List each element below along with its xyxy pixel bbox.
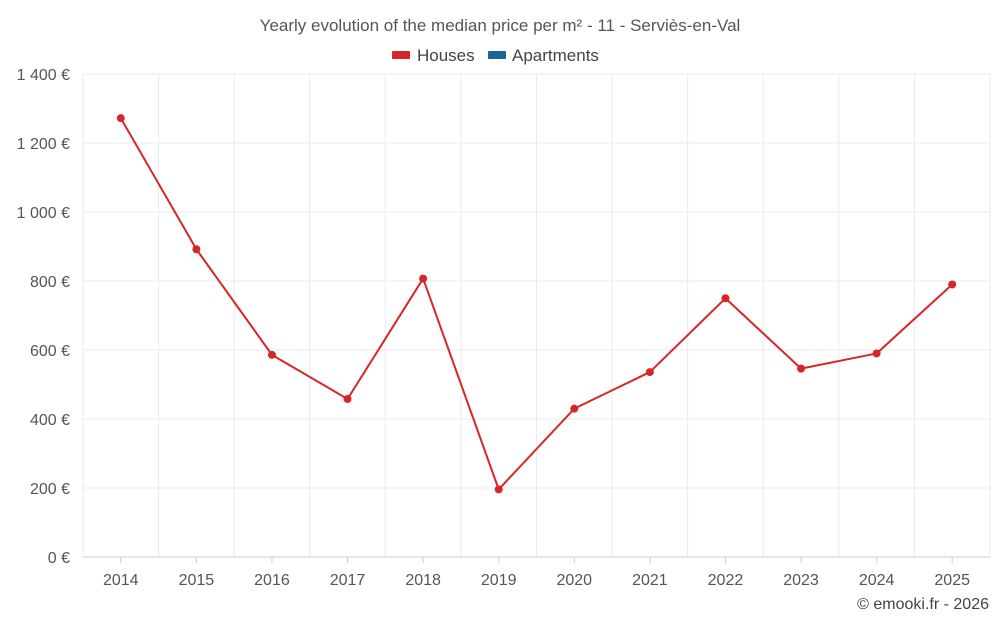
x-tick-label: 2021 (632, 572, 668, 589)
legend-item-houses[interactable]: Houses (392, 46, 475, 65)
y-tick-label: 800 € (30, 274, 70, 291)
data-point[interactable] (948, 280, 957, 289)
x-tick-label: 2016 (254, 572, 290, 589)
y-tick-label: 400 € (30, 412, 70, 429)
data-point[interactable] (343, 394, 352, 403)
chart-title: Yearly evolution of the median price per… (260, 16, 741, 35)
y-tick-label: 1 400 € (17, 67, 70, 84)
y-tick-label: 1 200 € (17, 136, 70, 153)
x-tick-label: 2024 (859, 572, 895, 589)
y-tick-label: 1 000 € (17, 205, 70, 222)
data-point[interactable] (645, 368, 654, 377)
data-point[interactable] (797, 364, 806, 373)
legend-label-apartments: Apartments (512, 46, 599, 65)
y-axis: 0 € 200 € 400 € 600 € 800 € 1 000 € 1 200 € 1 4… (17, 67, 70, 567)
credit-text: © emooki.fr - 2026 (857, 596, 989, 613)
series-line-houses (119, 117, 953, 491)
data-point[interactable] (872, 349, 881, 358)
data-point[interactable] (116, 114, 125, 123)
x-tick-label: 2019 (481, 572, 517, 589)
y-tick-label: 0 € (48, 550, 70, 567)
legend-item-apartments[interactable]: Apartments (488, 46, 599, 65)
x-tick-label: 2014 (103, 572, 139, 589)
grid (82, 73, 991, 557)
data-point[interactable] (721, 294, 730, 303)
data-point[interactable] (267, 350, 276, 359)
data-point[interactable] (419, 274, 428, 283)
x-tick-label: 2022 (708, 572, 744, 589)
y-tick-label: 200 € (30, 481, 70, 498)
x-tick-label: 2018 (405, 572, 441, 589)
series-houses (116, 114, 957, 494)
legend: Houses Apartments (392, 46, 599, 65)
x-tick-label: 2020 (556, 572, 592, 589)
data-point[interactable] (570, 404, 579, 413)
x-tick-label: 2015 (179, 572, 215, 589)
y-tick-label: 600 € (30, 343, 70, 360)
x-tick-label: 2025 (934, 572, 970, 589)
legend-label-houses: Houses (417, 46, 475, 65)
data-point[interactable] (192, 245, 201, 254)
legend-swatch-apartments (488, 51, 506, 59)
x-tick-label: 2023 (783, 572, 819, 589)
x-axis: 2014 2015 2016 2017 2018 2019 2020 2021 2022 2023… (83, 556, 990, 589)
legend-swatch-houses (392, 51, 410, 59)
x-tick-label: 2017 (330, 572, 366, 589)
data-point[interactable] (494, 485, 503, 494)
